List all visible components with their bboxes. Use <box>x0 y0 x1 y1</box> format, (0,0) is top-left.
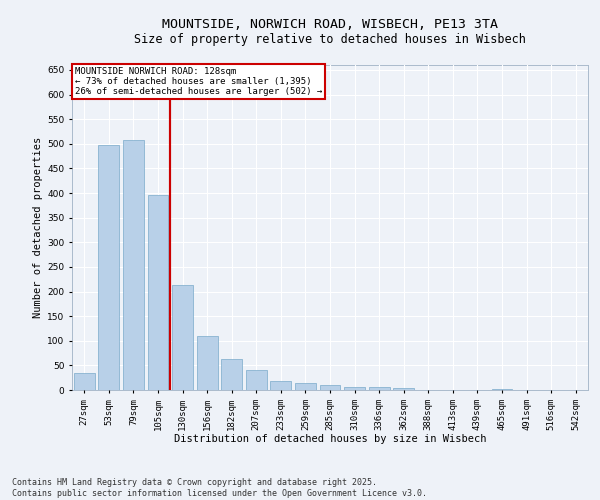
Bar <box>197 336 218 390</box>
Bar <box>74 373 95 390</box>
X-axis label: Distribution of detached houses by size in Wisbech: Distribution of detached houses by size … <box>174 434 486 444</box>
Text: Contains HM Land Registry data © Crown copyright and database right 2025.
Contai: Contains HM Land Registry data © Crown c… <box>12 478 427 498</box>
Bar <box>98 145 119 390</box>
Bar <box>123 140 144 390</box>
Bar <box>393 388 414 390</box>
Bar <box>271 381 292 390</box>
Bar <box>368 386 389 390</box>
Text: MOUNTSIDE NORWICH ROAD: 128sqm
← 73% of detached houses are smaller (1,395)
26% : MOUNTSIDE NORWICH ROAD: 128sqm ← 73% of … <box>74 66 322 96</box>
Bar <box>320 385 340 390</box>
Y-axis label: Number of detached properties: Number of detached properties <box>33 137 43 318</box>
Bar <box>491 388 512 390</box>
Bar <box>221 360 242 390</box>
Text: MOUNTSIDE, NORWICH ROAD, WISBECH, PE13 3TA: MOUNTSIDE, NORWICH ROAD, WISBECH, PE13 3… <box>162 18 498 30</box>
Bar <box>295 382 316 390</box>
Text: Size of property relative to detached houses in Wisbech: Size of property relative to detached ho… <box>134 32 526 46</box>
Bar <box>344 386 365 390</box>
Bar <box>148 196 169 390</box>
Bar <box>246 370 267 390</box>
Bar <box>172 285 193 390</box>
